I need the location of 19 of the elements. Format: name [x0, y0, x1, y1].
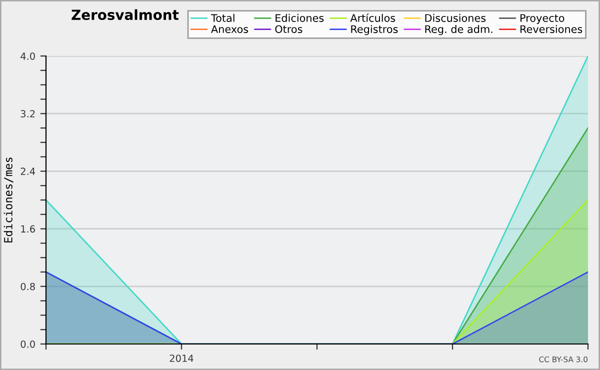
legend-label: Otros [275, 25, 302, 34]
chart-title: Zerosvalmont [72, 9, 179, 20]
y-tick-label: 1.6 [21, 225, 35, 233]
x-tick-label: 2014 [170, 354, 194, 362]
legend-label: Artículos [350, 13, 396, 22]
y-tick-label: 3.2 [20, 110, 35, 118]
legend-label: Ediciones [276, 14, 324, 22]
y-axis-title: Ediciones/mes [4, 158, 14, 242]
legend-label: Registros [351, 25, 398, 36]
legend-label: Reg. de adm. [425, 25, 492, 36]
legend-label: Total [210, 14, 234, 22]
y-tick-label: 0.8 [20, 282, 35, 290]
legend-label: Reversiones [520, 25, 582, 34]
legend-label: Proyecto [520, 14, 564, 24]
y-tick-label: 0.0 [20, 340, 35, 348]
legend-label: Anexos [211, 25, 248, 34]
y-tick-label: 4.0 [20, 52, 35, 60]
y-tick-label: 2.4 [20, 168, 36, 175]
legend-label: Discusiones [425, 14, 486, 22]
